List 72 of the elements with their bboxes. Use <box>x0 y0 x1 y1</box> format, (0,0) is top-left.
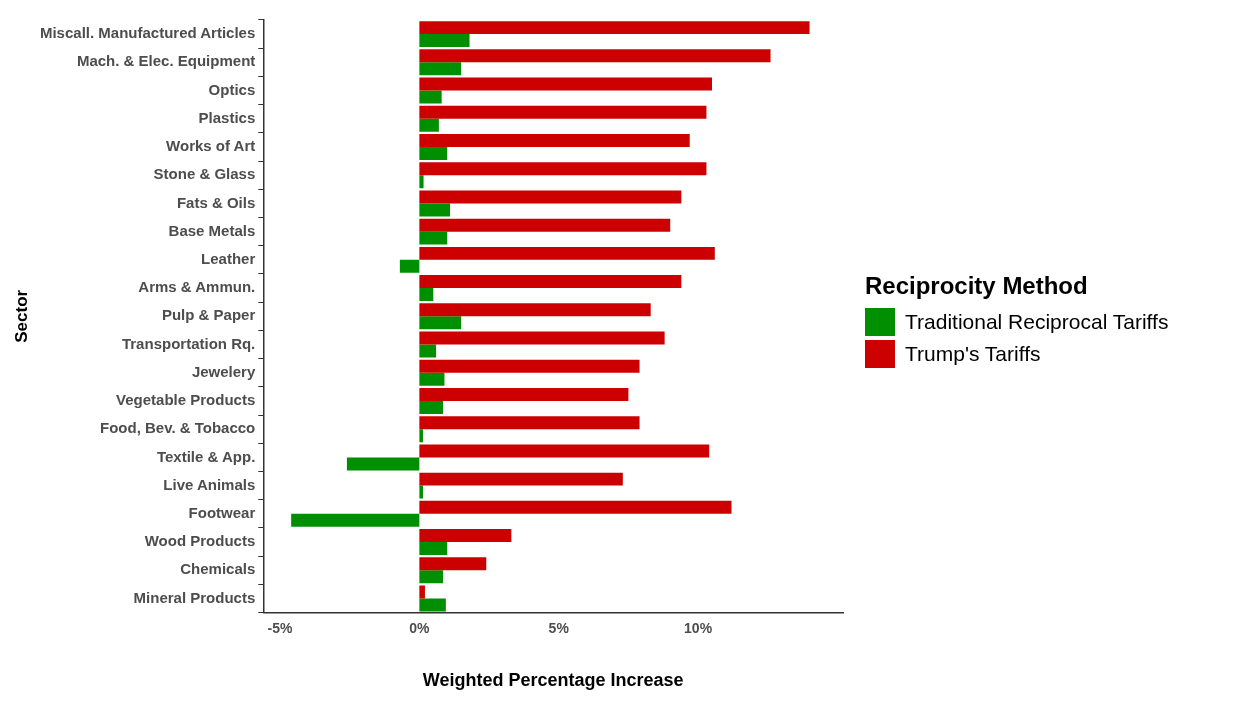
bar <box>419 77 713 91</box>
bar <box>419 359 640 373</box>
bar <box>419 275 682 289</box>
x-tick-label: -5% <box>267 619 294 636</box>
bar <box>291 513 420 527</box>
y-tick-label: Chemicals <box>180 560 256 578</box>
y-tick-label: Jewelery <box>191 362 256 380</box>
legend-label: Trump's Tariffs <box>905 342 1041 366</box>
bar <box>419 162 707 176</box>
bar <box>419 585 425 599</box>
bar <box>419 90 442 104</box>
bar <box>419 316 462 330</box>
bar <box>419 303 651 317</box>
bar <box>419 34 470 48</box>
bar <box>419 344 437 358</box>
bar <box>419 557 487 571</box>
bar <box>419 146 448 160</box>
y-tick-label: Wood Products <box>144 532 256 550</box>
bar <box>399 259 420 273</box>
y-axis-title: Sector <box>11 289 31 343</box>
bar <box>346 457 420 471</box>
bar <box>419 49 771 63</box>
y-tick-label: Textile & App. <box>156 447 256 465</box>
y-tick-label: Fats & Oils <box>176 193 256 211</box>
y-tick-label: Transportation Rq. <box>121 334 256 352</box>
bar <box>419 444 710 458</box>
bar <box>419 105 707 119</box>
y-tick-label: Works of Art <box>166 137 256 155</box>
y-tick-label: Food, Bev. & Tobacco <box>100 419 256 437</box>
bar <box>419 387 629 401</box>
y-tick-label: Footwear <box>188 503 256 521</box>
bar <box>419 485 423 499</box>
y-tick-label: Miscall. Manufactured Articles <box>39 24 256 42</box>
bar <box>419 118 439 132</box>
bar <box>419 416 640 430</box>
x-tick-label: 10% <box>684 619 713 636</box>
bar <box>419 400 444 414</box>
y-tick-label: Optics <box>208 80 256 98</box>
bar <box>419 288 434 302</box>
bar <box>419 472 623 486</box>
x-tick-label: 5% <box>548 619 570 636</box>
y-tick-label: Arms & Ammun. <box>138 278 256 296</box>
bar <box>419 21 810 35</box>
y-tick-label: Pulp & Paper <box>161 306 256 324</box>
bar <box>419 529 512 543</box>
y-tick-label: Stone & Glass <box>153 165 256 183</box>
bar <box>419 203 451 217</box>
bar <box>419 134 690 147</box>
legend-label: Traditional Reciprocal Tariffs <box>905 310 1169 334</box>
y-tick-label: Live Animals <box>163 475 256 493</box>
bar <box>419 372 445 386</box>
y-tick-label: Vegetable Products <box>116 391 256 409</box>
y-tick-label: Plastics <box>198 108 256 126</box>
bar <box>419 570 444 584</box>
y-tick-label: Mach. & Elec. Equipment <box>76 52 256 70</box>
bar <box>419 231 448 245</box>
x-axis-title: Weighted Percentage Increase <box>422 670 684 691</box>
bar <box>419 175 424 189</box>
bar <box>419 542 448 556</box>
bar <box>419 598 446 612</box>
y-tick-label: Leather <box>201 250 256 267</box>
legend-title: Reciprocity Method <box>865 272 1089 300</box>
bar <box>419 500 732 514</box>
bar <box>419 331 665 345</box>
y-tick-label: Base Metals <box>168 221 256 239</box>
bar <box>419 62 462 76</box>
bar <box>419 429 423 443</box>
bar <box>419 218 671 232</box>
y-tick-label: Mineral Products <box>133 588 256 606</box>
x-tick-label: 0% <box>409 619 431 636</box>
bar <box>419 190 682 204</box>
bar <box>419 246 715 260</box>
